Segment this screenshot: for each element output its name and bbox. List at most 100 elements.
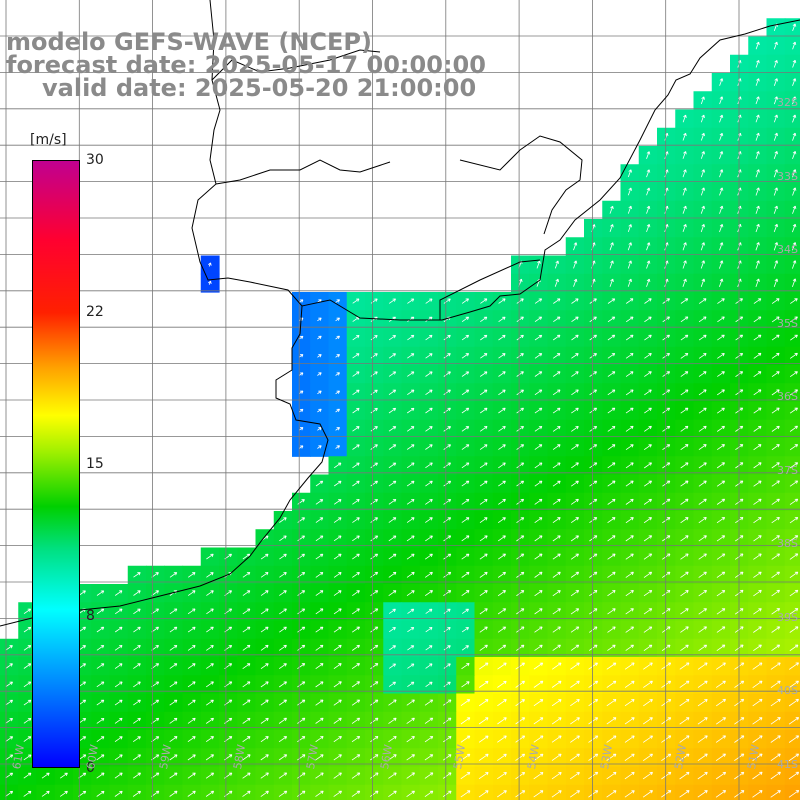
wind-arrow bbox=[716, 407, 725, 414]
wind-arrow bbox=[480, 298, 488, 304]
wind-arrow bbox=[169, 572, 178, 578]
wind-arrow bbox=[788, 790, 800, 798]
wind-cell bbox=[529, 602, 549, 622]
wind-cell bbox=[711, 565, 731, 585]
wind-arrow bbox=[698, 644, 708, 652]
wind-arrow bbox=[388, 663, 396, 669]
wind-arrow bbox=[534, 389, 543, 396]
wind-cell bbox=[456, 529, 476, 549]
wind-arrow bbox=[388, 608, 396, 614]
wind-arrow bbox=[443, 371, 451, 377]
wind-arrow bbox=[589, 316, 597, 323]
wind-arrow bbox=[5, 754, 14, 761]
wind-cell bbox=[565, 766, 585, 786]
wind-cell bbox=[492, 492, 512, 512]
wind-arrow bbox=[607, 590, 616, 597]
wind-cell bbox=[748, 127, 768, 147]
wind-arrow bbox=[425, 462, 433, 469]
wind-arrow bbox=[589, 444, 598, 450]
wind-arrow bbox=[680, 644, 689, 652]
wind-arrow bbox=[5, 699, 13, 706]
wind-arrow bbox=[755, 59, 760, 68]
wind-arrow bbox=[680, 498, 689, 505]
wind-cell bbox=[328, 456, 348, 476]
wind-arrow bbox=[406, 772, 415, 779]
wind-arrow bbox=[589, 371, 597, 377]
wind-cell bbox=[748, 784, 768, 800]
wind-cell bbox=[438, 346, 457, 366]
wind-arrow bbox=[571, 389, 579, 396]
wind-cell bbox=[474, 419, 494, 439]
wind-cell bbox=[0, 730, 19, 749]
wind-cell bbox=[565, 310, 585, 330]
wind-arrow bbox=[351, 644, 360, 651]
wind-arrow bbox=[278, 681, 287, 688]
wind-arrow bbox=[443, 353, 451, 359]
wind-arrow bbox=[279, 608, 287, 615]
wind-cell bbox=[766, 292, 786, 311]
wind-arrow bbox=[643, 553, 653, 560]
wind-cell bbox=[328, 310, 348, 330]
wind-cell bbox=[784, 492, 800, 512]
wind-arrow bbox=[96, 699, 105, 706]
wind-arrow bbox=[352, 535, 360, 542]
wind-cell bbox=[401, 620, 421, 640]
wind-cell bbox=[219, 748, 238, 768]
wind-arrow bbox=[698, 517, 707, 524]
wind-arrow bbox=[370, 389, 378, 396]
wind-cell bbox=[328, 292, 348, 311]
wind-cell bbox=[766, 784, 786, 800]
wind-arrow bbox=[461, 645, 469, 651]
wind-cell bbox=[565, 565, 585, 585]
wind-cell bbox=[657, 456, 676, 476]
wind-arrow bbox=[570, 517, 579, 524]
wind-cell bbox=[273, 784, 293, 800]
lat-label: 40S bbox=[777, 684, 798, 697]
wind-arrow bbox=[497, 699, 507, 707]
wind-arrow bbox=[624, 662, 635, 670]
wind-arrow bbox=[206, 608, 214, 615]
wind-cell bbox=[511, 657, 530, 676]
wind-cell bbox=[328, 529, 348, 549]
wind-arrow bbox=[335, 317, 340, 322]
wind-arrow bbox=[716, 425, 725, 432]
wind-arrow bbox=[497, 535, 506, 542]
wind-cell bbox=[584, 365, 603, 384]
wind-cell bbox=[565, 438, 585, 457]
wind-cell bbox=[730, 529, 749, 549]
wind-cell bbox=[292, 346, 311, 366]
wind-cell bbox=[565, 511, 585, 530]
wind-cell bbox=[657, 237, 676, 257]
wind-cell bbox=[565, 492, 585, 512]
wind-arrow bbox=[552, 462, 561, 469]
wind-arrow bbox=[497, 717, 507, 725]
wind-cell bbox=[565, 675, 585, 695]
wind-arrow bbox=[352, 462, 360, 469]
wind-cell bbox=[620, 766, 640, 786]
wind-cell bbox=[584, 638, 603, 658]
wind-cell bbox=[784, 730, 800, 749]
wind-cell bbox=[383, 638, 403, 658]
wind-arrow bbox=[642, 717, 653, 725]
wind-cell bbox=[730, 602, 749, 622]
wind-arrow bbox=[682, 242, 687, 251]
wind-arrow bbox=[297, 608, 306, 615]
wind-arrow bbox=[606, 699, 617, 707]
wind-arrow bbox=[679, 790, 690, 798]
wind-arrow bbox=[96, 608, 105, 615]
wind-cell bbox=[784, 346, 800, 366]
wind-arrow bbox=[297, 736, 306, 743]
wind-arrow bbox=[752, 753, 763, 762]
wind-arrow bbox=[407, 663, 415, 669]
wind-arrow bbox=[260, 608, 269, 615]
wind-arrow bbox=[717, 334, 725, 341]
wind-arrow bbox=[315, 572, 324, 578]
wind-arrow bbox=[406, 754, 415, 761]
wind-cell bbox=[401, 730, 421, 749]
wind-cell bbox=[310, 346, 330, 366]
wind-arrow bbox=[406, 535, 415, 542]
wind-arrow bbox=[680, 334, 689, 341]
wind-arrow bbox=[351, 626, 360, 633]
wind-cell bbox=[784, 273, 800, 293]
wind-arrow bbox=[461, 444, 470, 450]
